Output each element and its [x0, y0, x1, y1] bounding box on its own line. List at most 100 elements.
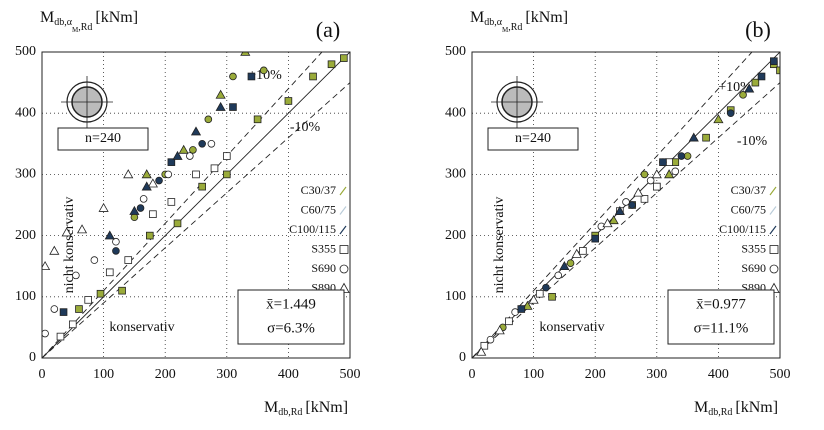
marker	[167, 198, 176, 206]
marker	[56, 332, 65, 341]
x-tick-label: 0	[469, 367, 476, 382]
marker	[339, 245, 349, 254]
marker	[149, 210, 157, 218]
marker	[204, 115, 213, 124]
marker	[517, 305, 526, 313]
y-tick-label: 200	[15, 228, 36, 243]
x-axis-label: Mdb,Rd [kNm]	[264, 399, 348, 419]
x-axis-label-part: M	[264, 399, 278, 416]
marker	[702, 133, 710, 142]
marker	[240, 52, 251, 56]
marker	[476, 346, 487, 356]
x-tick-label: 300	[646, 367, 667, 382]
x-tick-label: 0	[39, 367, 46, 382]
marker	[505, 317, 513, 326]
marker	[141, 181, 152, 191]
y-axis-label-part: db,α	[484, 17, 503, 28]
marker	[42, 329, 49, 338]
marker	[172, 150, 183, 160]
marker	[186, 152, 194, 160]
mean-label: x̄=0.977	[696, 296, 746, 312]
marker	[327, 60, 336, 69]
legend-label: C30/37	[731, 183, 766, 197]
marker	[112, 247, 120, 255]
marker	[480, 341, 489, 350]
marker	[75, 305, 83, 313]
marker	[76, 224, 88, 234]
y-axis-label: Mdb,αM,Rd[kNm]	[470, 9, 568, 34]
y-tick-label: 0	[29, 350, 36, 365]
y-axis-label-part: ,Rd	[508, 22, 522, 33]
legend-swatch	[339, 186, 347, 196]
marker	[579, 247, 587, 255]
x-axis-label-part: M	[694, 399, 708, 416]
marker	[522, 300, 533, 310]
lower-label: -10%	[290, 120, 321, 135]
legend-swatch	[769, 225, 777, 235]
marker	[677, 152, 686, 160]
panel-label: (b)	[745, 17, 771, 42]
marker	[229, 103, 237, 111]
marker	[751, 78, 760, 87]
y-tick-label: 100	[445, 289, 466, 304]
marker	[259, 66, 268, 75]
count-label: n=240	[515, 131, 551, 146]
count-box	[57, 127, 149, 151]
lower-label: -10%	[737, 134, 768, 149]
x-axis-label-part: db,Rd	[708, 407, 732, 418]
x-axis-label-unit: [kNm]	[735, 399, 778, 416]
legend-label: S690	[311, 261, 336, 275]
legend-label: C30/37	[301, 183, 336, 197]
marker	[229, 72, 237, 81]
marker	[664, 169, 675, 179]
marker	[769, 264, 779, 274]
marker	[535, 289, 544, 298]
y-axis-label-unit: [kNm]	[95, 9, 138, 26]
marker	[189, 146, 197, 154]
legend-label: C60/75	[731, 202, 766, 216]
marker	[559, 260, 570, 270]
marker	[309, 72, 317, 81]
marker	[591, 234, 599, 243]
marker	[50, 305, 59, 313]
marker	[147, 178, 158, 188]
marker	[646, 176, 655, 185]
y-axis-label-unit: [kNm]	[525, 9, 568, 26]
x-tick-label: 200	[585, 367, 606, 382]
x-axis-label: Mdb,Rd [kNm]	[694, 399, 778, 419]
sigma-label: σ=11.1%	[694, 320, 749, 336]
legend-swatch	[769, 206, 777, 215]
reference-line	[42, 82, 350, 358]
x-tick-label: 100	[523, 367, 544, 382]
marker	[215, 89, 226, 99]
marker	[173, 219, 182, 228]
marker	[671, 167, 680, 176]
marker	[757, 72, 766, 81]
unsafe-label: nicht konservativ	[62, 197, 77, 294]
legend-swatch	[339, 206, 347, 215]
marker	[222, 152, 231, 160]
x-tick-label: 400	[278, 367, 299, 382]
y-axis-label-part: M	[470, 9, 484, 26]
sigma-label: σ=6.3%	[267, 320, 315, 336]
legend-swatch	[769, 186, 777, 196]
marker	[222, 170, 231, 179]
upper-label: +10%	[248, 68, 282, 83]
count-label: n=240	[85, 131, 121, 146]
marker	[124, 256, 133, 264]
marker	[98, 202, 109, 212]
marker	[739, 91, 747, 99]
marker	[198, 140, 206, 148]
stats-box	[237, 289, 345, 345]
reference-line	[42, 52, 323, 358]
marker	[105, 268, 114, 277]
marker	[59, 308, 68, 316]
y-axis-label-part: db,α	[54, 17, 73, 28]
reference-line	[42, 52, 350, 358]
marker	[164, 170, 173, 179]
y-tick-label: 0	[459, 350, 466, 365]
marker	[542, 283, 550, 292]
legend-swatch	[339, 225, 347, 235]
marker	[141, 169, 152, 179]
